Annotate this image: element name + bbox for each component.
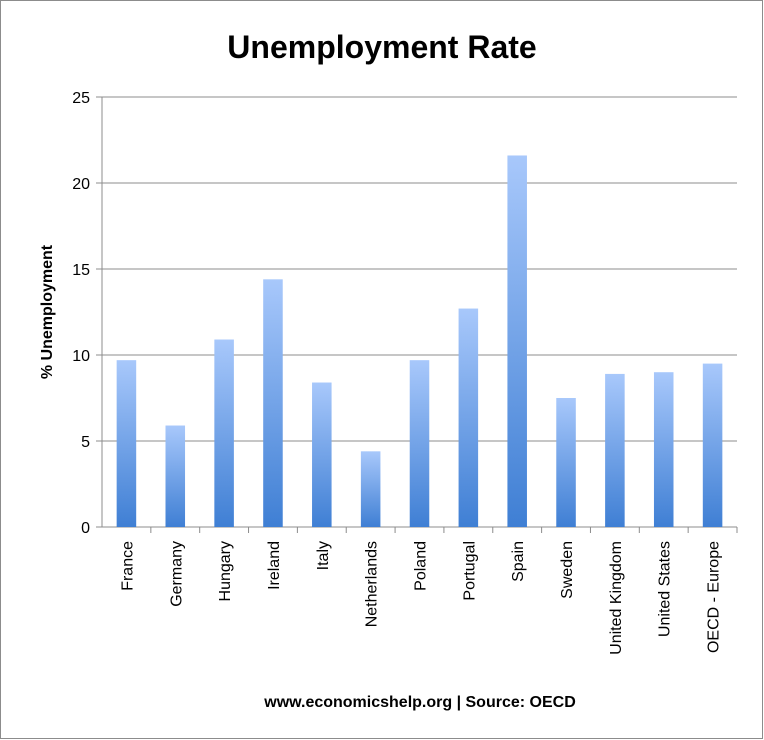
bar-spain: [507, 155, 527, 528]
bar-sweden: [556, 398, 576, 527]
bar-poland: [409, 360, 430, 527]
x-tick-label: Germany: [168, 541, 185, 607]
bar-italy: [312, 382, 332, 527]
y-axis-label: % Unemployment: [39, 244, 56, 379]
x-tick-label: Italy: [315, 541, 332, 570]
y-tick-label: 15: [72, 262, 90, 279]
x-tick-label: United Kingdom: [608, 541, 625, 655]
bar-netherlands: [360, 451, 381, 527]
bar-france: [116, 360, 137, 527]
y-tick-label: 25: [72, 90, 90, 107]
x-tick-label: OECD - Europe: [706, 541, 723, 653]
chart-title: Unemployment Rate: [227, 29, 536, 65]
y-tick-label: 0: [81, 520, 90, 537]
x-tick-label: Ireland: [266, 541, 283, 590]
x-tick-label: Spain: [510, 541, 527, 582]
bar-united-kingdom: [605, 373, 625, 527]
bar-portugal: [458, 308, 479, 527]
x-tick-label: Poland: [413, 541, 430, 591]
x-tick-label: Hungary: [217, 541, 234, 601]
bar-oecd-europe: [702, 363, 723, 527]
y-tick-labels: 0 5 10 15 20 25: [72, 90, 90, 537]
y-tick-label: 10: [72, 348, 90, 365]
bar-united-states: [653, 372, 674, 527]
chart-footer: www.economicshelp.org | Source: OECD: [263, 694, 576, 711]
x-tick-label: Netherlands: [364, 541, 381, 627]
bar-hungary: [214, 339, 234, 527]
x-tick-labels: France Germany Hungary Ireland Italy Netherla…: [119, 541, 722, 655]
y-tick-label: 20: [72, 176, 90, 193]
x-tick-label: France: [119, 541, 136, 591]
bar-ireland: [263, 279, 283, 527]
grid-layer: [96, 96, 738, 533]
bar-germany: [165, 425, 186, 527]
x-tick-label: Portugal: [461, 541, 478, 601]
x-tick-label: United States: [657, 541, 674, 637]
x-tick-label: Sweden: [559, 541, 576, 599]
y-tick-label: 5: [81, 434, 90, 451]
bar-layer: [116, 155, 723, 528]
